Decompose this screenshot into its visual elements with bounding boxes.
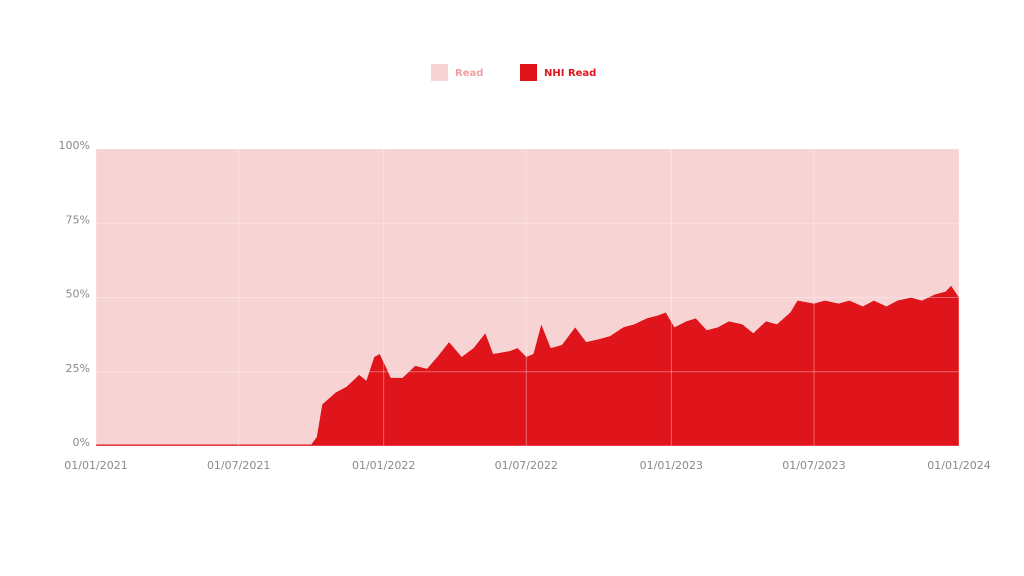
y-tick-label: 0% [73,436,90,449]
area [96,149,959,445]
legend-swatch [520,64,537,81]
x-tick-label: 01/01/2024 [927,459,990,472]
x-tick-label: 01/01/2021 [64,459,127,472]
x-tick-label: 01/01/2022 [352,459,415,472]
y-tick-label: 25% [66,362,90,375]
legend-label: Read [455,68,483,79]
y-tick-label: 100% [59,139,90,152]
legend-swatch [431,64,448,81]
y-tick-label: 50% [66,288,90,301]
x-tick-label: 01/01/2023 [640,459,703,472]
x-tick-label: 01/07/2021 [207,459,270,472]
x-tick-label: 01/07/2022 [495,459,558,472]
legend-label: NHI Read [544,68,596,79]
y-tick-label: 75% [66,213,90,226]
area [96,285,959,446]
x-tick-label: 01/07/2023 [782,459,845,472]
